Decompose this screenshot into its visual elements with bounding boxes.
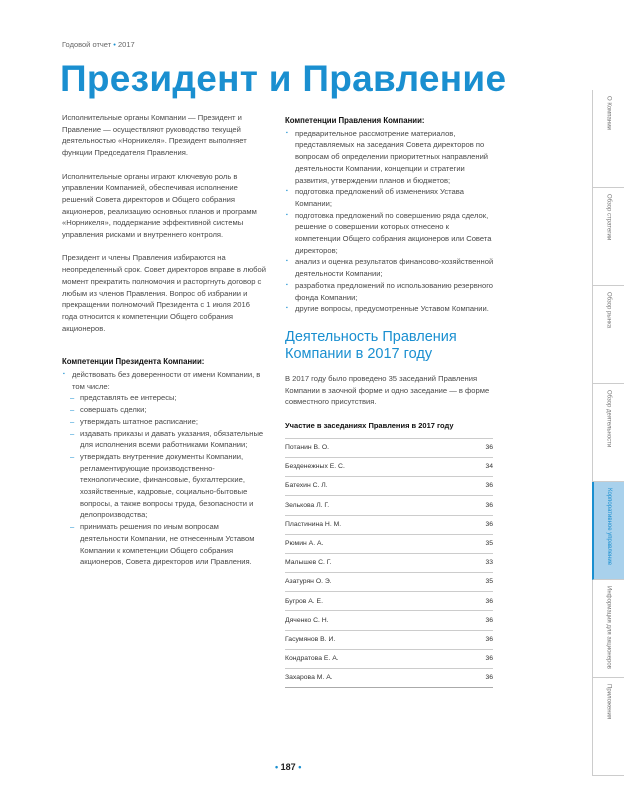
sub-list-item: принимать решения по иным вопросам деяте… — [62, 521, 267, 568]
tab-label: Информация для акционеров — [605, 586, 612, 669]
board-competences-heading: Компетенции Правления Компании: — [285, 116, 425, 125]
meetings-attended: 36 — [469, 476, 493, 497]
list-item: предварительное рассмотрение материалов,… — [285, 128, 495, 187]
sub-list-item: утверждать штатное расписание; — [62, 416, 267, 428]
tab-6[interactable]: Приложения — [592, 678, 624, 776]
president-competences-list: действовать без доверенности от имени Ко… — [62, 369, 267, 568]
tab-3[interactable]: Обзор деятельности — [592, 384, 624, 482]
list-item: разработка предложений по использованию … — [285, 280, 495, 303]
table-row: Зелькова Л. Г. 36 — [285, 495, 493, 516]
meetings-attended: 33 — [469, 553, 493, 574]
meetings-attended: 36 — [469, 668, 493, 689]
table-row: Гасумянов В. И. 36 — [285, 630, 493, 650]
tab-2[interactable]: Обзор рынка — [592, 286, 624, 384]
member-name: Азатурян О. Э. — [285, 572, 470, 593]
meetings-attended: 35 — [469, 534, 493, 554]
list-item: другие вопросы, предусмотренные Уставом … — [285, 303, 495, 315]
list-item: подготовка предложений об изменениях Уст… — [285, 186, 495, 209]
activity-text: В 2017 году было проведено 35 заседаний … — [285, 373, 490, 407]
attendance-table: Потанин В. О. 36 Безденежных Е. С. 34 Батехи… — [285, 437, 493, 689]
table-row: Безденежных Е. С. 34 — [285, 457, 493, 478]
paragraph: Президент и члены Правления избираются н… — [62, 253, 266, 333]
table-row: Батехин С. Л. 36 — [285, 476, 493, 497]
meetings-attended: 36 — [469, 610, 493, 631]
sub-list-item: представлять ее интересы; — [62, 392, 267, 404]
tab-label: Корпоративное управление — [606, 488, 612, 566]
paragraph: Исполнительные органы Компании — Президе… — [62, 113, 247, 158]
board-competences-list: предварительное рассмотрение материалов,… — [285, 128, 495, 315]
table-row: Бугров А. Е. 36 — [285, 591, 493, 612]
tab-4[interactable]: Корпоративное управление — [592, 482, 624, 580]
tab-label: Обзор деятельности — [605, 390, 612, 448]
activity-heading: Деятельность Правления Компании в 2017 г… — [285, 328, 457, 362]
meetings-attended: 36 — [469, 630, 493, 650]
president-competences-heading: Компетенции Президента Компании: — [62, 357, 205, 367]
meetings-attended: 36 — [469, 591, 493, 612]
tab-label: Обзор рынка — [605, 292, 612, 329]
page-title: Президент и Правление — [60, 58, 507, 99]
table-row: Малышев С. Г. 33 — [285, 553, 493, 574]
table-row: Кондратова Е. А. 36 — [285, 649, 493, 670]
section-tabs: О Компании Обзор стратегии Обзор рынка Обзо… — [592, 90, 624, 776]
list-item: действовать без доверенности от имени Ко… — [62, 369, 267, 392]
tab-5[interactable]: Информация для акционеров — [592, 580, 624, 678]
meetings-attended: 36 — [469, 438, 493, 458]
member-name: Рюмин А. А. — [285, 534, 470, 554]
tab-label: О Компании — [605, 96, 612, 130]
tab-label: Приложения — [605, 684, 612, 720]
right-column: Компетенции Правления Компании: предвари… — [285, 115, 495, 689]
meetings-attended: 36 — [469, 495, 493, 516]
member-name: Кондратова Е. А. — [285, 649, 470, 670]
member-name: Батехин С. Л. — [285, 476, 470, 497]
table-row: Дяченко С. Н. 36 — [285, 610, 493, 631]
paragraph: Исполнительные органы играют ключевую ро… — [62, 171, 257, 240]
list-item: анализ и оценка результатов финансово-хо… — [285, 256, 495, 279]
meetings-attended: 35 — [469, 572, 493, 593]
list-item: подготовка предложений по совершению ряд… — [285, 210, 495, 257]
running-header: Годовой отчет • 2017 — [62, 40, 135, 49]
member-name: Безденежных Е. С. — [285, 457, 470, 478]
member-name: Захарова М. А. — [285, 668, 470, 689]
meetings-attended: 34 — [469, 457, 493, 478]
page-number: • 187 • — [275, 762, 302, 772]
tab-0[interactable]: О Компании — [592, 90, 624, 188]
report-year: 2017 — [118, 40, 135, 49]
page-number-value: 187 — [280, 762, 296, 772]
member-name: Зелькова Л. Г. — [285, 495, 470, 516]
table-row: Рюмин А. А. 35 — [285, 534, 493, 554]
sub-list-item: совершать сделки; — [62, 404, 267, 416]
member-name: Малышев С. Г. — [285, 553, 470, 574]
member-name: Пластинина Н. М. — [285, 515, 470, 535]
tab-1[interactable]: Обзор стратегии — [592, 188, 624, 286]
table-row: Азатурян О. Э. 35 — [285, 572, 493, 593]
member-name: Гасумянов В. И. — [285, 630, 470, 650]
report-name: Годовой отчет — [62, 40, 112, 49]
sub-list-item: издавать приказы и давать указания, обяз… — [62, 428, 267, 451]
table-row: Захарова М. А. 36 — [285, 668, 493, 689]
sub-list-item: утверждать внутренние документы Компании… — [62, 451, 267, 521]
member-name: Бугров А. Е. — [285, 591, 470, 612]
meetings-attended: 36 — [469, 515, 493, 535]
table-title: Участие в заседаниях Правления в 2017 го… — [285, 421, 454, 431]
tab-label: Обзор стратегии — [605, 194, 612, 241]
left-column: Исполнительные органы Компании — Президе… — [62, 112, 267, 568]
member-name: Потанин В. О. — [285, 438, 470, 458]
table-row: Пластинина Н. М. 36 — [285, 515, 493, 535]
meetings-attended: 36 — [469, 649, 493, 670]
table-row: Потанин В. О. 36 — [285, 438, 493, 458]
member-name: Дяченко С. Н. — [285, 610, 470, 631]
